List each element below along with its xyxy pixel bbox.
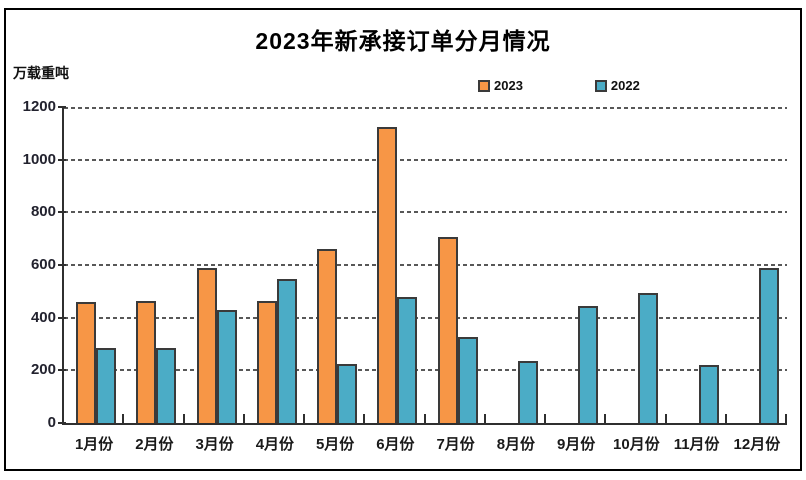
x-axis-label-5月份: 5月份 xyxy=(315,436,355,453)
bar-2022-10月份 xyxy=(638,292,659,423)
y-axis-tick xyxy=(58,211,66,214)
y-axis-tick xyxy=(58,158,66,161)
y-axis-tick xyxy=(58,316,66,319)
bar-2023-1月份 xyxy=(76,301,97,423)
legend-swatch-2022-icon xyxy=(594,79,607,92)
x-axis-label-4月份: 4月份 xyxy=(255,436,295,453)
bar-2022-4月份 xyxy=(276,279,297,423)
bar-2022-5月份 xyxy=(337,363,358,423)
bar-2022-11月份 xyxy=(698,365,719,423)
legend-label-2023: 2023 xyxy=(494,78,523,93)
gridline-1000 xyxy=(64,158,787,161)
x-axis-tick xyxy=(363,414,366,423)
x-axis-tick xyxy=(182,414,185,423)
x-axis-label-12月份: 12月份 xyxy=(733,436,781,453)
y-axis-tick-label-1000: 1000 xyxy=(22,150,56,168)
y-axis-tick xyxy=(58,106,66,108)
x-axis-label-7月份: 7月份 xyxy=(436,436,475,453)
bar-2023-4月份 xyxy=(256,300,277,423)
x-axis-tick xyxy=(664,414,667,423)
y-axis-tick xyxy=(58,422,66,424)
bar-2022-9月份 xyxy=(578,306,599,423)
x-axis-label-2月份: 2月份 xyxy=(135,436,174,453)
y-axis-tick-label-0: 0 xyxy=(47,414,56,431)
x-axis-label-6月份: 6月份 xyxy=(376,436,415,453)
y-axis-tick xyxy=(58,369,66,372)
gridline-600 xyxy=(64,264,787,266)
bar-2023-2月份 xyxy=(136,300,157,423)
x-axis-label-3月份: 3月份 xyxy=(195,436,234,453)
y-axis-tick xyxy=(58,264,66,266)
bar-2022-3月份 xyxy=(216,309,237,423)
x-axis-tick xyxy=(483,414,486,423)
legend-label-2022: 2022 xyxy=(610,78,640,93)
y-axis-tick-label-600: 600 xyxy=(30,256,56,273)
chart-title: 2023年新承接订单分月情况 xyxy=(255,28,551,54)
gridline-400 xyxy=(64,316,787,319)
x-axis-label-11月份: 11月份 xyxy=(673,436,720,453)
gridline-200 xyxy=(64,369,787,372)
bar-2023-7月份 xyxy=(437,237,458,423)
x-axis-tick xyxy=(423,414,426,423)
x-axis-tick xyxy=(242,414,245,423)
x-axis-tick xyxy=(303,414,305,423)
x-axis-label-10月份: 10月份 xyxy=(613,436,660,453)
y-axis-tick-label-1200: 1200 xyxy=(22,98,56,115)
y-axis-tick-label-400: 400 xyxy=(30,308,56,326)
y-axis-tick-label-800: 800 xyxy=(30,203,56,221)
gridline-800 xyxy=(64,211,787,214)
bar-2022-12月份 xyxy=(758,267,779,423)
chart-frame: 2023年新承接订单分月情况 万载重吨 2023 2022 0 200 400 600… xyxy=(4,8,802,471)
y-axis-unit-label: 万载重吨 xyxy=(13,65,69,81)
bar-2023-3月份 xyxy=(196,267,217,423)
bar-2022-2月份 xyxy=(156,347,177,423)
gridline-1200 xyxy=(64,107,787,109)
legend-item-2023: 2023 xyxy=(478,78,523,93)
bar-2023-6月份 xyxy=(377,126,398,423)
bar-2022-1月份 xyxy=(96,347,117,423)
x-axis-label-1月份: 1月份 xyxy=(74,436,114,453)
y-axis-tick-label-200: 200 xyxy=(30,361,56,379)
plot-area: 0 200 400 600 800 1000 1200 1月份 2月份 3月份 4月份 5月份 6月份 7… xyxy=(23,98,787,453)
bar-2023-5月份 xyxy=(317,249,338,423)
bar-2022-6月份 xyxy=(397,296,418,423)
x-axis-tick xyxy=(544,414,546,423)
x-axis-label-9月份: 9月份 xyxy=(556,436,596,453)
x-axis-tick xyxy=(604,414,607,423)
bar-2022-7月份 xyxy=(457,337,478,423)
legend-swatch-2023-icon xyxy=(478,79,490,92)
x-axis-label-8月份: 8月份 xyxy=(496,436,536,453)
legend-item-2022: 2022 xyxy=(594,78,640,93)
x-axis-tick xyxy=(785,414,787,423)
legend: 2023 2022 xyxy=(478,78,640,93)
x-axis-tick xyxy=(122,414,125,423)
bar-2022-8月份 xyxy=(517,361,538,423)
x-axis-tick xyxy=(724,414,727,423)
